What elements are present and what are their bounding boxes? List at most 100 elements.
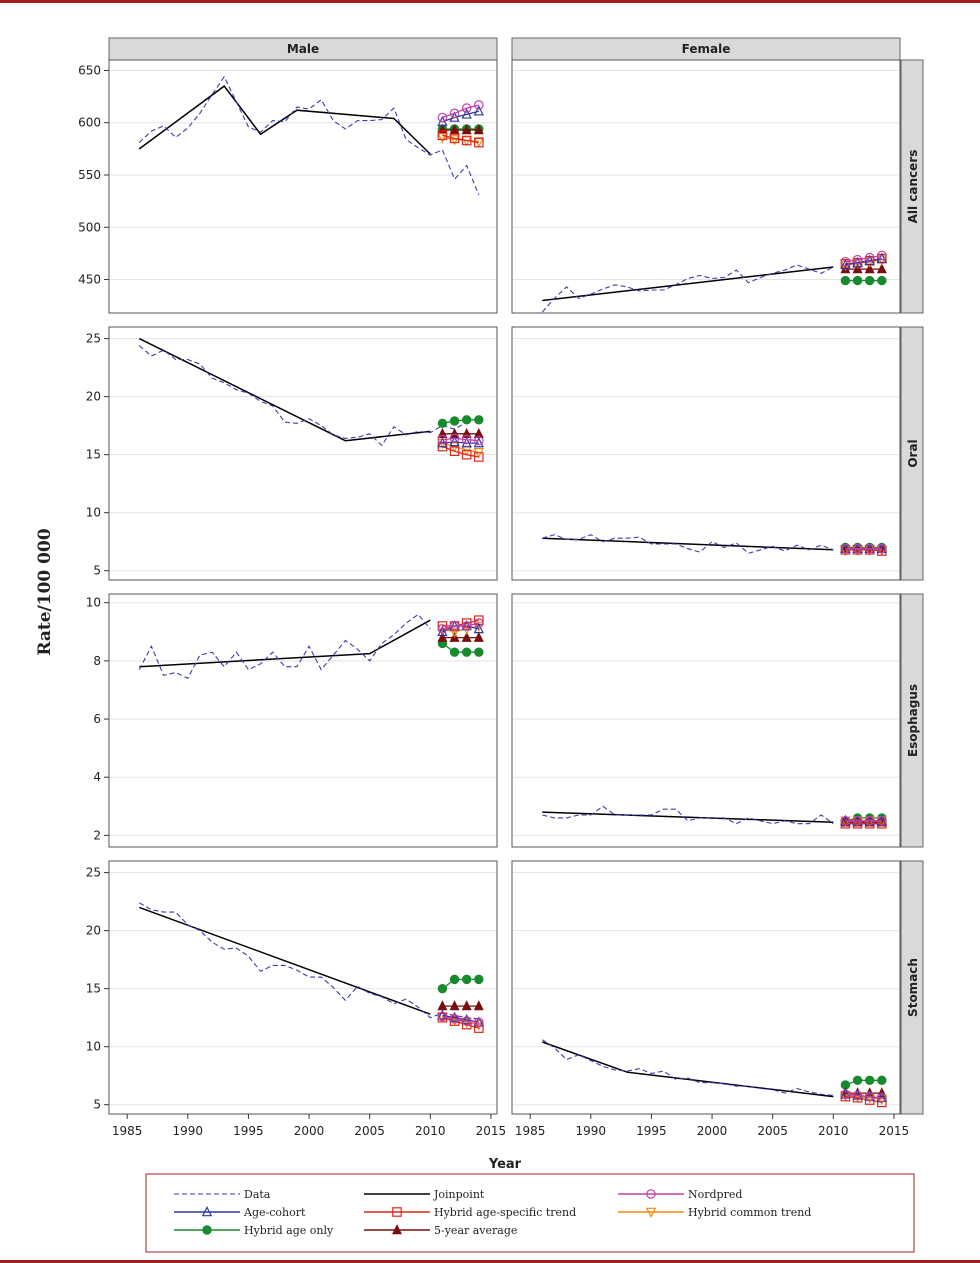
nordpred-point bbox=[449, 433, 460, 444]
y-tick-label: 6 bbox=[93, 712, 101, 726]
y-tick-label: 15 bbox=[86, 982, 101, 996]
legend-marker bbox=[645, 1207, 657, 1219]
hybrid_age_specific-line bbox=[442, 445, 479, 458]
age_cohort-point bbox=[437, 625, 448, 637]
legend-item-data: Data bbox=[174, 1188, 271, 1201]
age_cohort-line bbox=[845, 257, 882, 266]
y-tick-label: 20 bbox=[86, 924, 101, 938]
legend-item-nordpred: Nordpred bbox=[618, 1188, 742, 1201]
panel-frame bbox=[108, 59, 498, 314]
hybrid_age_only-point bbox=[461, 647, 472, 657]
panel-frame bbox=[108, 593, 498, 848]
y-tick-label: 10 bbox=[86, 596, 101, 610]
age_cohort-point bbox=[437, 437, 448, 448]
hybrid_common-point bbox=[461, 1018, 472, 1029]
hybrid_age_specific-line bbox=[442, 619, 479, 627]
nordpred-point bbox=[461, 434, 472, 445]
legend-marker bbox=[392, 1207, 402, 1217]
nordpred-point bbox=[461, 1016, 472, 1026]
nordpred-point bbox=[877, 250, 887, 261]
age_cohort-point bbox=[473, 437, 484, 448]
age_cohort-point bbox=[461, 437, 472, 448]
strip-esophagus bbox=[900, 593, 924, 848]
panel-oral-female bbox=[511, 326, 901, 581]
joinpoint-line bbox=[542, 266, 834, 302]
nordpred-point bbox=[474, 618, 484, 628]
hybrid_age_only-line bbox=[845, 817, 882, 822]
age_cohort-point bbox=[449, 435, 460, 447]
age_cohort-point bbox=[852, 256, 863, 268]
x-axis-label: Year bbox=[488, 1157, 522, 1172]
nordpred-point bbox=[449, 621, 460, 631]
panel-frame bbox=[108, 326, 498, 581]
nordpred-line bbox=[442, 622, 479, 630]
y-tick-label: 450 bbox=[78, 273, 101, 287]
hybrid_age_only-point bbox=[852, 1075, 863, 1086]
legend-label: Age-cohort bbox=[243, 1206, 306, 1219]
data-line bbox=[138, 75, 480, 196]
hybrid_age_specific-point bbox=[461, 449, 472, 460]
hybrid_common-point bbox=[840, 1091, 851, 1102]
nordpred-line bbox=[442, 1015, 479, 1023]
hybrid_age_specific-point bbox=[877, 1097, 887, 1108]
five_year_avg-point bbox=[449, 1000, 460, 1011]
hybrid_age_specific-line bbox=[845, 549, 882, 552]
legend-item-hybrid-common: Hybrid common trend bbox=[618, 1206, 811, 1219]
legend-item-age-cohort: Age-cohort bbox=[174, 1205, 306, 1219]
hybrid_age_specific-point bbox=[461, 135, 472, 146]
five_year_avg-point bbox=[473, 1000, 484, 1011]
hybrid_common-line bbox=[845, 1094, 882, 1100]
legend-label: Data bbox=[244, 1188, 271, 1201]
nordpred-point bbox=[461, 621, 472, 631]
five_year_avg-point bbox=[473, 124, 484, 135]
five_year_avg-point bbox=[461, 1000, 472, 1011]
five_year_avg-point bbox=[461, 631, 472, 642]
legend-marker bbox=[201, 1205, 213, 1217]
nordpred-point bbox=[474, 100, 484, 110]
hybrid_age_specific-line bbox=[845, 1095, 882, 1104]
nordpred-point bbox=[840, 816, 851, 826]
nordpred-point bbox=[852, 1090, 863, 1101]
data-line bbox=[541, 1039, 834, 1096]
joinpoint-line bbox=[139, 619, 431, 668]
nordpred-line bbox=[845, 1093, 882, 1099]
hybrid_age_only-point bbox=[437, 418, 448, 429]
x-tick-label: 2015 bbox=[476, 1124, 507, 1138]
nordpred-point bbox=[449, 108, 460, 119]
hybrid_age_only-point bbox=[474, 974, 484, 985]
strip-label-male: Male bbox=[287, 42, 319, 56]
nordpred-point bbox=[864, 543, 875, 554]
nordpred-point bbox=[474, 1017, 484, 1028]
age_cohort-point bbox=[449, 1011, 460, 1022]
hybrid_age_only-point bbox=[877, 275, 887, 286]
legend-item-hybrid-age-specific: Hybrid age-specific trend bbox=[364, 1206, 576, 1219]
age_cohort-point bbox=[461, 108, 472, 119]
nordpred-point bbox=[437, 112, 448, 123]
hybrid_age_only-point bbox=[474, 647, 484, 657]
hybrid_common-point bbox=[437, 133, 448, 144]
y-tick-label: 2 bbox=[93, 828, 101, 842]
hybrid_common-line bbox=[442, 442, 479, 453]
data-line bbox=[541, 264, 834, 313]
legend-label: Joinpoint bbox=[433, 1188, 485, 1201]
nordpred-point bbox=[852, 816, 863, 826]
strip-label-esophagus: Esophagus bbox=[906, 684, 920, 757]
nordpred-point bbox=[877, 1092, 887, 1103]
strip-oral bbox=[900, 326, 924, 581]
hybrid_age_only-point bbox=[852, 275, 863, 286]
nordpred-line bbox=[845, 254, 882, 263]
age_cohort-point bbox=[437, 1009, 448, 1020]
panel-all-cancers-male bbox=[108, 59, 498, 314]
y-tick-label: 650 bbox=[78, 63, 101, 77]
y-axis-label: Rate/100 000 bbox=[35, 528, 55, 655]
legend-item-hybrid-age-only: Hybrid age only bbox=[174, 1224, 334, 1237]
y-tick-label: 550 bbox=[78, 168, 101, 182]
strip-label-female: Female bbox=[682, 42, 731, 56]
five_year_avg-point bbox=[876, 263, 887, 274]
legend-marker bbox=[202, 1225, 212, 1235]
y-tick-label: 10 bbox=[86, 1040, 101, 1054]
hybrid_age_only-line bbox=[845, 1079, 882, 1086]
y-tick-label: 4 bbox=[93, 770, 101, 784]
legend-marker bbox=[391, 1224, 403, 1235]
x-tick-label: 2015 bbox=[879, 1124, 910, 1138]
